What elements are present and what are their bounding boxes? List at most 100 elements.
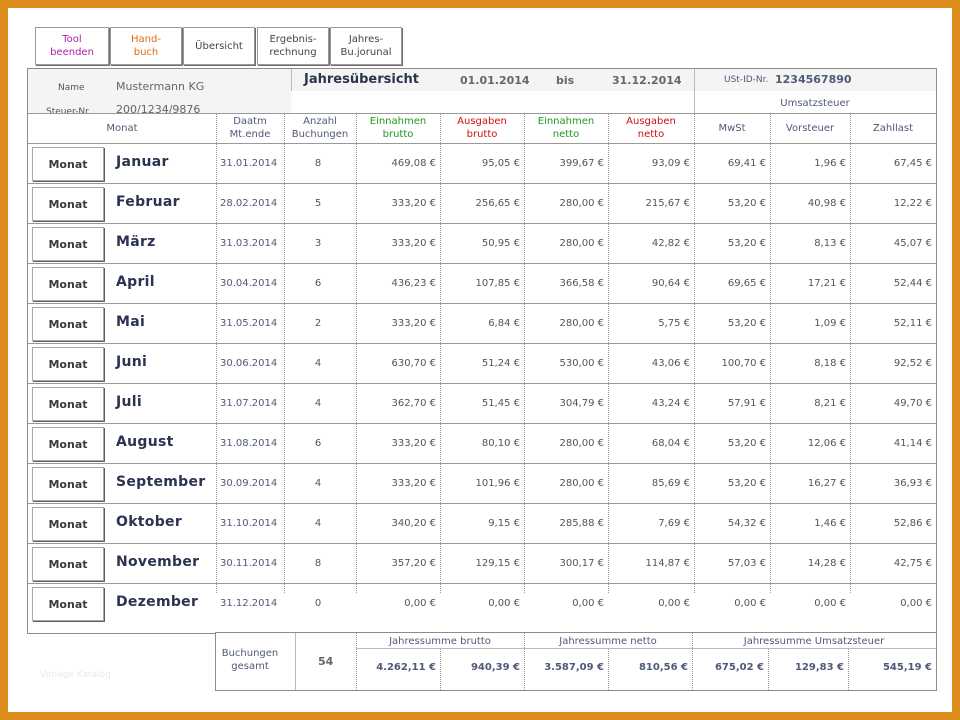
monat-button[interactable]: Monat bbox=[32, 387, 104, 421]
umsatzsteuer-group bbox=[694, 91, 936, 113]
row-ausgaben-brutto: 6,84 € bbox=[488, 318, 520, 329]
button-label: Tool bbox=[62, 34, 82, 45]
row-zahllast: 0,00 € bbox=[900, 598, 932, 609]
row-date: 30.09.2014 bbox=[220, 478, 278, 489]
label-text: gesamt bbox=[231, 661, 269, 672]
table-row: Monat Februar 28.02.2014 5 333,20 € 256,65 € 2… bbox=[28, 183, 936, 224]
column-divider bbox=[284, 113, 285, 593]
row-vorsteuer: 40,98 € bbox=[807, 198, 846, 209]
row-zahllast: 92,52 € bbox=[893, 358, 932, 369]
tax-number-value: 200/1234/9876 bbox=[116, 103, 201, 116]
col-header-anzahl: Anzahl Buchungen bbox=[284, 113, 356, 143]
table-row: Monat Dezember 31.12.2014 0 0,00 € 0,00 € 0,00… bbox=[28, 583, 936, 624]
row-ausgaben-brutto: 95,05 € bbox=[481, 158, 520, 169]
month-name: September bbox=[116, 474, 206, 490]
button-label: beenden bbox=[50, 47, 94, 58]
monat-button[interactable]: Monat bbox=[32, 427, 104, 461]
col-header-monat: Monat bbox=[106, 122, 138, 134]
row-ausgaben-brutto: 256,65 € bbox=[475, 198, 520, 209]
total-ausgaben-brutto: 940,39 € bbox=[470, 661, 520, 673]
row-einnahmen-brutto: 469,08 € bbox=[391, 158, 436, 169]
row-mwst: 69,65 € bbox=[727, 278, 766, 289]
ergebnisrechnung-button[interactable]: Ergebnis-rechnung bbox=[257, 27, 329, 65]
buchungen-gesamt-box bbox=[216, 633, 296, 690]
row-einnahmen-brutto: 0,00 € bbox=[404, 598, 436, 609]
row-mwst: 100,70 € bbox=[721, 358, 766, 369]
row-vorsteuer: 1,09 € bbox=[814, 318, 846, 329]
row-einnahmen-netto: 280,00 € bbox=[559, 478, 604, 489]
total-ausgaben-netto: 810,56 € bbox=[638, 661, 688, 673]
row-mwst: 54,32 € bbox=[727, 518, 766, 529]
row-einnahmen-netto: 280,00 € bbox=[559, 198, 604, 209]
total-vorsteuer: 129,83 € bbox=[794, 661, 844, 673]
col-header-text: Anzahl bbox=[303, 116, 337, 127]
col-header-einnahmen-brutto: Einnahmen brutto bbox=[356, 113, 440, 143]
row-vorsteuer: 8,13 € bbox=[814, 238, 846, 249]
row-vorsteuer: 1,46 € bbox=[814, 518, 846, 529]
total-einnahmen-netto: 3.587,09 € bbox=[544, 661, 604, 673]
row-date: 31.05.2014 bbox=[220, 318, 278, 329]
row-ausgaben-netto: 43,06 € bbox=[651, 358, 690, 369]
row-mwst: 53,20 € bbox=[727, 478, 766, 489]
row-einnahmen-netto: 0,00 € bbox=[572, 598, 604, 609]
label-text: Buchungen bbox=[221, 648, 279, 659]
col-header-einnahmen-netto: Einnahmen netto bbox=[524, 113, 608, 143]
col-header-datum: Daatm Mt.ende bbox=[216, 113, 284, 143]
uebersicht-button[interactable]: Übersicht bbox=[183, 27, 255, 65]
row-count: 4 bbox=[314, 358, 322, 369]
col-header-text: netto bbox=[552, 129, 580, 140]
row-einnahmen-brutto: 436,23 € bbox=[391, 278, 436, 289]
ust-id-value: 1234567890 bbox=[775, 73, 852, 86]
row-zahllast: 67,45 € bbox=[893, 158, 932, 169]
row-date: 30.04.2014 bbox=[220, 278, 278, 289]
col-header-text: Ausgaben bbox=[626, 116, 676, 127]
monat-button[interactable]: Monat bbox=[32, 467, 104, 501]
row-einnahmen-netto: 280,00 € bbox=[559, 238, 604, 249]
row-einnahmen-netto: 285,88 € bbox=[559, 518, 604, 529]
table-row: Monat April 30.04.2014 6 436,23 € 107,85 € 366… bbox=[28, 263, 936, 304]
row-mwst: 57,03 € bbox=[727, 558, 766, 569]
row-mwst: 53,20 € bbox=[727, 318, 766, 329]
column-divider bbox=[692, 633, 693, 690]
total-mwst: 675,02 € bbox=[714, 661, 764, 673]
row-count: 3 bbox=[314, 238, 322, 249]
tool-beenden-button[interactable]: Tool beenden bbox=[35, 27, 109, 65]
button-label: Hand- bbox=[131, 34, 161, 45]
header-spacer bbox=[291, 91, 694, 113]
monat-button[interactable]: Monat bbox=[32, 267, 104, 301]
handbuch-button[interactable]: Hand-buch bbox=[110, 27, 182, 65]
name-label: Name bbox=[58, 83, 85, 93]
button-label: Übersicht bbox=[195, 40, 243, 52]
button-label: rechnung bbox=[269, 47, 317, 58]
row-count: 8 bbox=[314, 558, 322, 569]
row-vorsteuer: 8,21 € bbox=[814, 398, 846, 409]
umsatzsteuer-label: Umsatzsteuer bbox=[780, 98, 850, 109]
row-vorsteuer: 16,27 € bbox=[807, 478, 846, 489]
month-name: Dezember bbox=[116, 594, 199, 610]
monat-button[interactable]: Monat bbox=[32, 347, 104, 381]
date-from: 01.01.2014 bbox=[460, 74, 530, 87]
monat-button[interactable]: Monat bbox=[32, 147, 104, 181]
column-divider bbox=[768, 649, 769, 690]
jahresjournal-button[interactable]: Jahres- Bu.jorunal bbox=[330, 27, 402, 65]
monat-button[interactable]: Monat bbox=[32, 547, 104, 581]
row-zahllast: 49,70 € bbox=[893, 398, 932, 409]
row-ausgaben-netto: 114,87 € bbox=[645, 558, 690, 569]
row-ausgaben-netto: 93,09 € bbox=[651, 158, 690, 169]
row-einnahmen-netto: 280,00 € bbox=[559, 438, 604, 449]
monat-button[interactable]: Monat bbox=[32, 587, 104, 621]
ust-id-box bbox=[694, 69, 936, 91]
row-count: 5 bbox=[314, 198, 322, 209]
monat-button[interactable]: Monat bbox=[32, 187, 104, 221]
column-divider bbox=[850, 113, 851, 593]
monat-button[interactable]: Monat bbox=[32, 227, 104, 261]
col-header-text: Daatm bbox=[233, 116, 267, 127]
row-zahllast: 12,22 € bbox=[893, 198, 932, 209]
row-vorsteuer: 14,28 € bbox=[807, 558, 846, 569]
row-ausgaben-brutto: 9,15 € bbox=[488, 518, 520, 529]
row-count: 6 bbox=[314, 438, 322, 449]
monat-button[interactable]: Monat bbox=[32, 307, 104, 341]
monat-button[interactable]: Monat bbox=[32, 507, 104, 541]
sum-brutto-label: Jahressumme brutto bbox=[389, 635, 491, 647]
row-ausgaben-netto: 0,00 € bbox=[658, 598, 690, 609]
